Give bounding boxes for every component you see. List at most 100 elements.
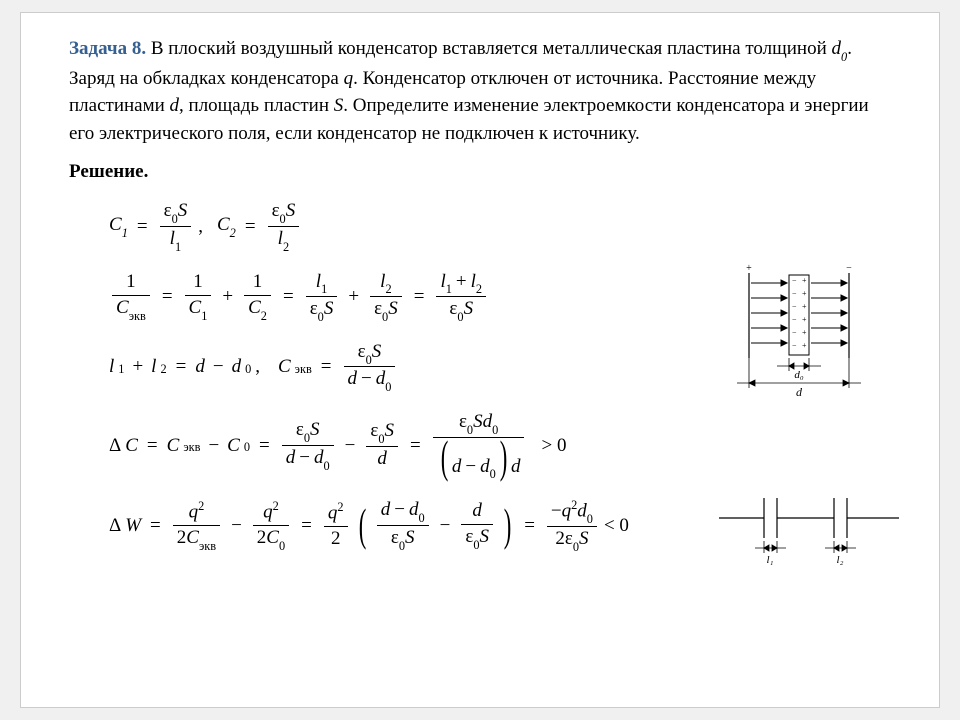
s: d	[577, 501, 587, 522]
s: 2	[198, 499, 204, 513]
s: d	[381, 499, 391, 520]
s: 2	[337, 500, 343, 514]
svg-text:+: +	[802, 315, 807, 324]
s: q	[328, 502, 338, 523]
s: 0	[492, 423, 498, 437]
s: 0	[172, 212, 178, 226]
s: 1	[321, 282, 327, 296]
s: l	[151, 357, 156, 376]
s: ε	[310, 298, 318, 319]
frac-e0S-l1: ε0S l1	[160, 199, 192, 253]
s: 2	[261, 309, 267, 323]
s: 2	[273, 499, 279, 513]
s: C	[167, 436, 180, 455]
s: +	[348, 287, 359, 306]
s: =	[147, 436, 158, 455]
s: экв	[199, 539, 216, 553]
s: 0	[279, 539, 285, 553]
s: =	[301, 516, 312, 535]
s: +	[222, 287, 233, 306]
s: S	[464, 298, 474, 319]
s: =	[176, 357, 187, 376]
s: q	[562, 501, 572, 522]
s: −	[213, 357, 224, 376]
s: 0	[318, 310, 324, 324]
s: S	[480, 526, 490, 547]
s: =	[150, 516, 161, 535]
var-d0-d: d	[832, 38, 842, 59]
s: 0	[399, 539, 405, 553]
s: ε	[565, 528, 573, 549]
eq-row-1: C1 = ε0S l1 , C2 = ε0S l2	[109, 199, 891, 253]
s: −	[465, 456, 476, 477]
s: S	[178, 200, 188, 221]
s: 1	[175, 240, 181, 254]
s: C	[125, 436, 138, 455]
s: =	[414, 287, 425, 306]
label-l1: l₁	[767, 554, 774, 566]
s: S	[388, 298, 398, 319]
s: S	[473, 411, 483, 432]
label-l2: l₂	[837, 554, 844, 566]
s: 0	[244, 441, 250, 453]
s: 2	[257, 527, 267, 548]
s: S	[286, 200, 296, 221]
sym-eq: =	[137, 217, 148, 236]
s: S	[310, 419, 320, 440]
problem-statement: Задача 8. В плоский воздушный конденсато…	[69, 35, 891, 147]
s: экв	[183, 441, 200, 453]
s: 0	[304, 431, 310, 445]
svg-text:−: −	[792, 289, 797, 298]
s: Δ	[109, 436, 121, 455]
s: 0	[382, 310, 388, 324]
s: 1	[201, 309, 207, 323]
problem-title: Задача 8.	[69, 38, 146, 59]
svg-text:+: +	[802, 276, 807, 285]
svg-text:+: +	[802, 341, 807, 350]
s: 0	[245, 363, 251, 375]
s: ε	[272, 200, 280, 221]
s: C	[278, 357, 291, 376]
s: C	[186, 527, 199, 548]
s: C	[189, 297, 202, 318]
diagram-equivalent-circuit: l₁ l₂	[719, 493, 899, 573]
s: 1	[189, 270, 207, 295]
s: l	[440, 271, 445, 292]
s: =	[321, 357, 332, 376]
s: экв	[129, 309, 146, 323]
var-d0: d0	[832, 38, 848, 59]
s: 0	[490, 467, 496, 481]
label-minus-outer: −	[846, 263, 852, 274]
s: −	[231, 516, 242, 535]
s: S	[324, 298, 334, 319]
svg-text:−: −	[792, 302, 797, 311]
s: 0	[323, 459, 329, 473]
s: −	[208, 436, 219, 455]
s: d	[232, 357, 242, 376]
s: 0	[280, 212, 286, 226]
s: 0	[473, 538, 479, 552]
sym-C: C	[109, 214, 122, 235]
s: +	[456, 271, 467, 292]
svg-text:−: −	[792, 328, 797, 337]
s: d	[348, 368, 358, 389]
s: =	[259, 436, 270, 455]
s: 2	[160, 363, 166, 375]
var-S: S	[334, 95, 344, 116]
s: W	[125, 516, 141, 535]
s: d	[376, 368, 386, 389]
s: 0	[457, 310, 463, 324]
s: q	[263, 501, 273, 522]
s: 1	[249, 270, 267, 295]
label-d0: d₀	[794, 369, 804, 381]
var-d: d	[170, 95, 180, 116]
s: 2	[327, 527, 345, 552]
svg-text:−: −	[792, 315, 797, 324]
svg-text:−: −	[792, 276, 797, 285]
label-d: d	[796, 385, 803, 399]
s: 1	[118, 363, 124, 375]
s: ε	[358, 341, 366, 362]
s: C	[227, 436, 240, 455]
s: S	[372, 341, 382, 362]
s: 2	[476, 282, 482, 296]
